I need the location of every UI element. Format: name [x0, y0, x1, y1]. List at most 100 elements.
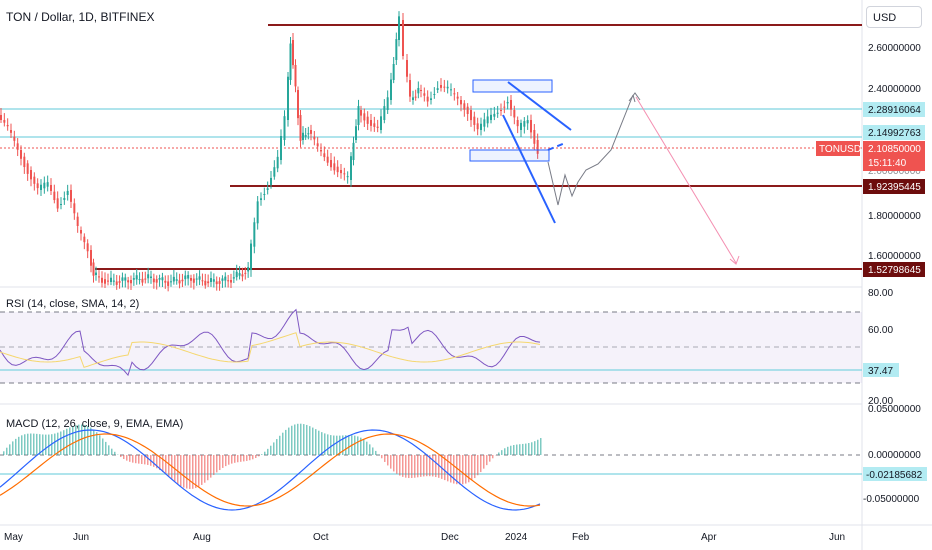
bearish-path-projection[interactable]	[635, 96, 737, 264]
candle-body	[503, 106, 506, 108]
macd-histogram-bar	[336, 435, 338, 455]
candle-body	[480, 123, 482, 130]
candle-body	[232, 277, 235, 279]
bullish-path-projection[interactable]	[547, 94, 634, 206]
rsi-axis[interactable]: 80.00 60.00 20.00 37.47	[863, 288, 899, 407]
macd-histogram-bar	[366, 441, 368, 455]
candle-body	[523, 121, 526, 127]
candle-body	[398, 16, 400, 40]
time-label: Aug	[193, 532, 211, 543]
candle-body	[238, 273, 241, 276]
candle-body	[436, 88, 439, 90]
candle-body	[86, 243, 89, 252]
candle-body	[360, 110, 362, 116]
macd-histogram-bar	[42, 434, 44, 455]
candle-body	[302, 132, 304, 140]
macd-histogram-bar	[396, 455, 398, 474]
price-tick: 1.80000000	[868, 211, 921, 222]
macd-histogram-bar	[183, 455, 185, 488]
rsi-value-tag: 37.47	[868, 366, 893, 377]
macd-histogram-bar	[54, 433, 56, 455]
price-tag-1-924: 1.92395445	[863, 179, 925, 194]
candle-body	[175, 279, 178, 281]
macd-histogram-bar	[90, 427, 92, 455]
price-axis[interactable]: 2.60000000 2.40000000 1.80000000 1.60000…	[868, 43, 921, 262]
candle-body	[366, 116, 369, 124]
candle-body	[210, 278, 212, 282]
candle-body	[80, 230, 82, 234]
macd-histogram-bar	[102, 438, 104, 455]
macd-histogram-bar	[312, 427, 314, 455]
macd-histogram-bar	[342, 435, 344, 455]
candle-body	[466, 106, 469, 114]
trendline-lower[interactable]	[502, 114, 556, 224]
candle-body	[218, 281, 221, 284]
macd-histogram-bar	[255, 455, 257, 459]
price-tick: 2.60000000	[868, 43, 921, 54]
macd-histogram-bar	[384, 455, 386, 462]
macd-histogram-bar	[390, 455, 392, 469]
macd-histogram-bar	[27, 433, 29, 455]
candle-body	[107, 280, 109, 282]
candle-body	[244, 272, 247, 274]
candle-body	[33, 176, 36, 184]
candle-body	[476, 123, 479, 130]
candle-body	[60, 203, 62, 205]
macd-histogram-bar	[465, 455, 467, 484]
macd-histogram-bar	[519, 444, 521, 455]
trendline-upper[interactable]	[507, 81, 572, 131]
candle-body	[227, 280, 230, 282]
macd-histogram-bar	[228, 455, 230, 465]
macd-histogram-bar	[87, 425, 89, 455]
candle-body	[241, 274, 244, 277]
macd-axis[interactable]: 0.05000000 0.00000000 -0.05000000 -0.021…	[863, 404, 927, 505]
macd-histogram-bar	[75, 425, 77, 455]
macd-histogram-bar	[282, 432, 284, 455]
macd-histogram-bar	[177, 455, 179, 485]
candle-body	[115, 281, 118, 285]
macd-histogram-bar	[447, 455, 449, 482]
candle-body	[323, 153, 326, 158]
macd-histogram-bar	[537, 439, 539, 455]
candle-body	[130, 280, 132, 284]
macd-histogram-bar	[510, 445, 512, 455]
candle-body	[355, 126, 357, 140]
candle-body	[530, 120, 532, 133]
candle-body	[201, 280, 204, 282]
rsi-indicator-label[interactable]: RSI (14, close, SMA, 14, 2)	[6, 298, 140, 310]
macd-histogram-bar	[210, 455, 212, 478]
candle-body	[376, 126, 379, 128]
candle-body	[513, 110, 516, 118]
macd-histogram-bar	[168, 455, 170, 477]
candle-body	[412, 97, 414, 100]
candle-body	[198, 276, 201, 280]
candle-body	[423, 93, 426, 96]
macd-histogram-bar	[429, 455, 431, 477]
macd-histogram-bar	[279, 435, 281, 455]
macd-histogram-bar	[96, 432, 98, 455]
candle-body	[313, 136, 316, 140]
chart-title[interactable]: TON / Dollar, 1D, BITFINEX	[6, 10, 155, 24]
candle-body	[294, 65, 297, 87]
trendline-projection[interactable]	[547, 142, 566, 151]
candle-body	[26, 163, 29, 174]
macd-histogram-bar	[36, 433, 38, 455]
time-label: Oct	[313, 532, 329, 543]
macd-histogram-bar	[525, 443, 527, 455]
time-axis[interactable]: May Jun Aug Oct Dec 2024 Feb Apr Jun	[4, 532, 845, 543]
macd-line	[0, 429, 541, 511]
candle-body	[158, 278, 161, 280]
candle-body	[453, 93, 456, 95]
macd-histogram-bar	[261, 454, 263, 455]
macd-indicator-label[interactable]: MACD (12, 26, close, 9, EMA, EMA)	[6, 418, 184, 430]
last-price-tag: TONUSD 2.10850000 15:11:40	[816, 141, 925, 171]
candle-body	[493, 113, 496, 117]
rsi-ma-line	[0, 332, 541, 368]
macd-histogram-bar	[162, 455, 164, 473]
rsi-band	[0, 312, 862, 383]
range-box-bottom[interactable]	[469, 149, 550, 162]
time-label: Jun	[73, 532, 89, 543]
currency-button[interactable]: USD	[866, 6, 922, 28]
candlestick-series	[0, 11, 539, 292]
